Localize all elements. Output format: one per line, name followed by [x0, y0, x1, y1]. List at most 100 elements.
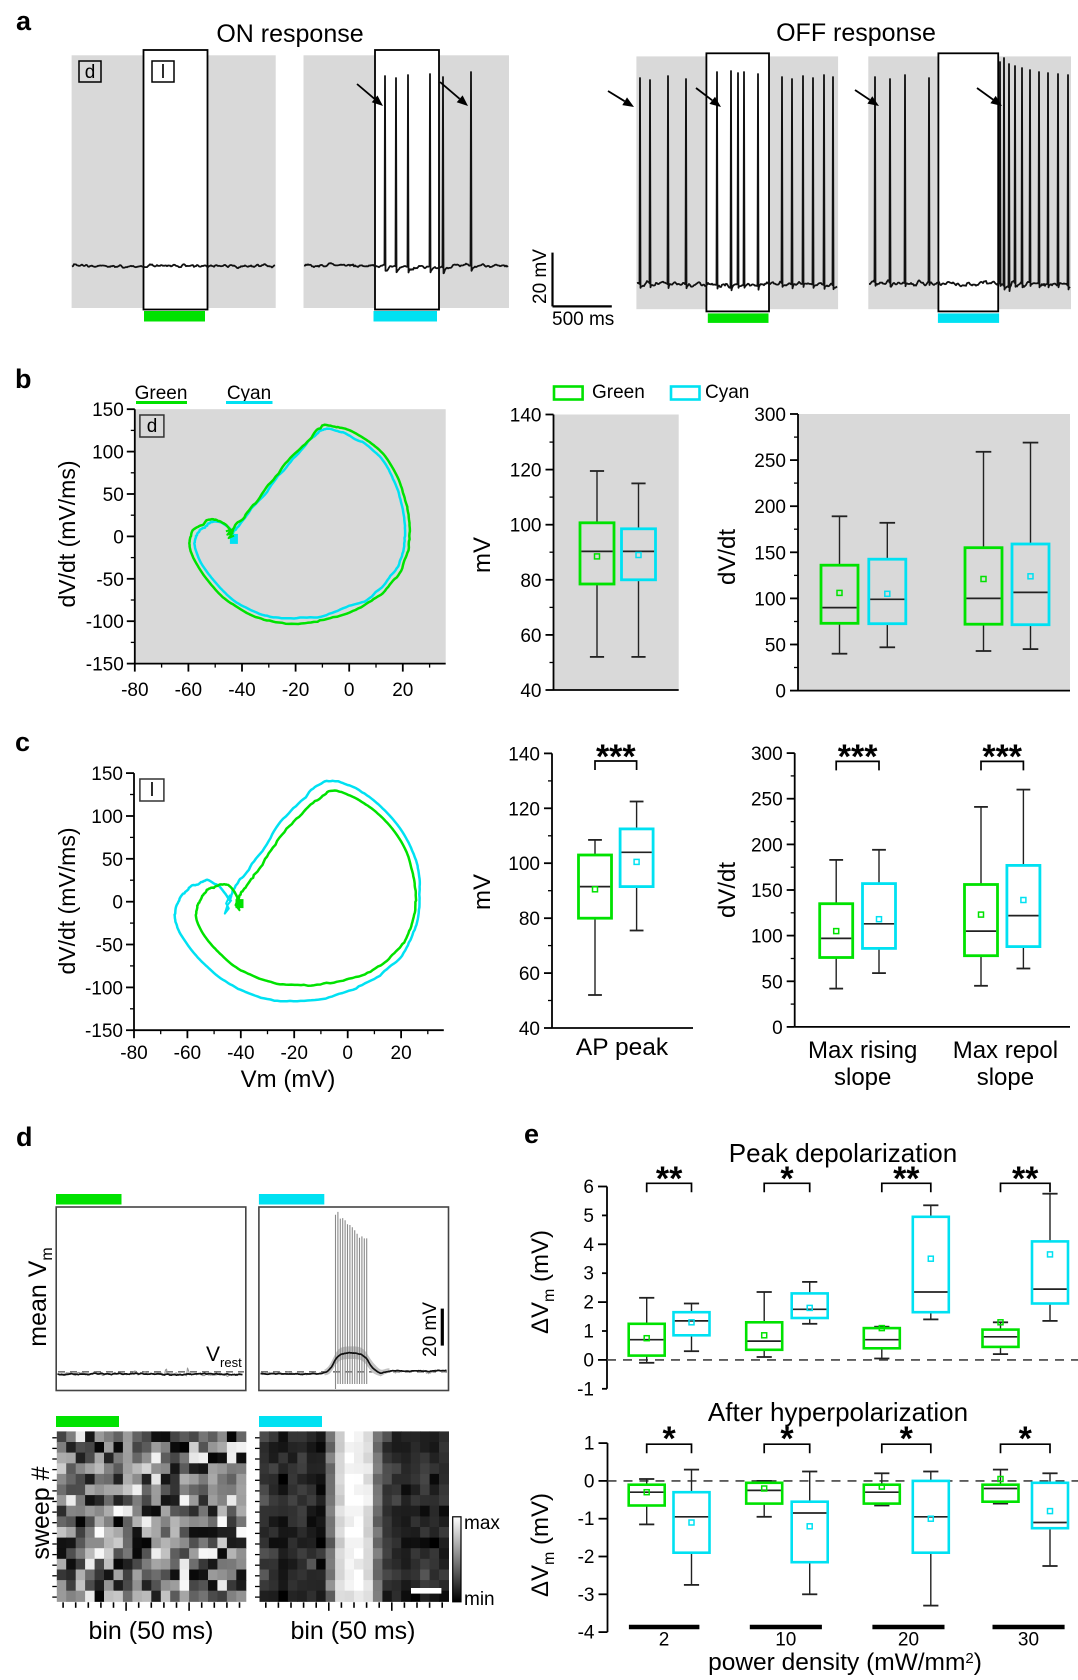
svg-text:-2: -2	[578, 1547, 595, 1568]
svg-text:120: 120	[508, 799, 540, 820]
svg-text:-20: -20	[280, 1043, 307, 1064]
svg-text:dV/dt (mV/ms): dV/dt (mV/ms)	[54, 828, 80, 975]
svg-text:50: 50	[103, 485, 124, 506]
svg-text:100: 100	[92, 443, 124, 464]
svg-text:5: 5	[583, 1206, 594, 1227]
svg-text:2: 2	[659, 1630, 670, 1651]
svg-text:AP peak: AP peak	[576, 1034, 669, 1061]
svg-text:**: **	[656, 1160, 683, 1198]
svg-text:-150: -150	[85, 1021, 123, 1042]
svg-text:100: 100	[91, 807, 123, 828]
svg-text:ΔVm (mV): ΔVm (mV)	[527, 1230, 558, 1334]
svg-text:min: min	[464, 1589, 495, 1610]
svg-text:20 mV: 20 mV	[420, 1302, 441, 1357]
svg-text:200: 200	[751, 835, 783, 856]
svg-text:80: 80	[519, 909, 540, 930]
svg-text:100: 100	[751, 927, 783, 948]
svg-text:-1: -1	[577, 1379, 594, 1400]
svg-text:d: d	[147, 416, 158, 437]
svg-text:mV: mV	[469, 874, 496, 910]
svg-text:100: 100	[508, 854, 540, 875]
svg-text:100: 100	[754, 589, 786, 610]
svg-text:**: **	[1012, 1160, 1039, 1198]
svg-text:40: 40	[519, 1019, 540, 1040]
svg-text:20: 20	[392, 680, 413, 701]
svg-text:d: d	[85, 62, 96, 83]
svg-text:0: 0	[344, 680, 355, 701]
svg-text:-4: -4	[578, 1623, 595, 1644]
svg-text:**: **	[893, 1160, 920, 1198]
svg-text:150: 150	[92, 400, 124, 421]
svg-text:30: 30	[1018, 1630, 1039, 1651]
svg-text:150: 150	[91, 764, 123, 785]
svg-text:e: e	[524, 1119, 539, 1149]
svg-text:mean Vm: mean Vm	[24, 1247, 56, 1347]
svg-text:Peak depolarization: Peak depolarization	[729, 1138, 957, 1168]
svg-text:dV/dt: dV/dt	[714, 529, 741, 585]
svg-text:*: *	[662, 1420, 676, 1458]
svg-text:6: 6	[583, 1177, 594, 1198]
svg-text:-60: -60	[175, 680, 202, 701]
svg-text:20: 20	[391, 1043, 412, 1064]
svg-text:dV/dt (mV/ms): dV/dt (mV/ms)	[54, 461, 80, 608]
svg-text:d: d	[16, 1122, 33, 1152]
svg-text:mV: mV	[469, 537, 496, 573]
svg-text:l: l	[161, 62, 165, 83]
svg-text:*: *	[780, 1420, 794, 1458]
svg-text:3: 3	[583, 1264, 594, 1285]
svg-text:Max rising: Max rising	[808, 1037, 917, 1064]
svg-text:-40: -40	[228, 680, 255, 701]
svg-text:2: 2	[583, 1293, 594, 1314]
svg-text:0: 0	[583, 1350, 594, 1371]
svg-text:0: 0	[772, 1018, 783, 1039]
svg-text:1: 1	[583, 1322, 594, 1343]
svg-text:***: ***	[596, 738, 636, 776]
svg-text:Cyan: Cyan	[705, 382, 749, 403]
svg-text:100: 100	[510, 516, 542, 537]
svg-text:ON response: ON response	[216, 20, 363, 48]
svg-text:1: 1	[584, 1434, 595, 1455]
svg-text:a: a	[16, 6, 32, 36]
svg-text:-100: -100	[85, 978, 123, 999]
svg-text:l: l	[150, 780, 154, 801]
svg-text:-40: -40	[227, 1043, 254, 1064]
svg-text:Green: Green	[135, 383, 188, 404]
svg-text:-60: -60	[174, 1043, 201, 1064]
svg-text:slope: slope	[834, 1064, 891, 1091]
svg-text:slope: slope	[977, 1064, 1034, 1091]
svg-text:Vm (mV): Vm (mV)	[241, 1066, 336, 1093]
svg-text:50: 50	[765, 636, 786, 657]
svg-text:40: 40	[520, 681, 541, 702]
svg-text:50: 50	[102, 850, 123, 871]
svg-text:-80: -80	[121, 680, 148, 701]
svg-text:max: max	[464, 1513, 500, 1534]
svg-text:***: ***	[982, 738, 1022, 776]
svg-text:500 ms: 500 ms	[552, 309, 614, 330]
svg-text:-20: -20	[282, 680, 309, 701]
svg-text:Max repol: Max repol	[953, 1037, 1058, 1064]
svg-text:*: *	[780, 1160, 794, 1198]
svg-text:power density (mW/mm2): power density (mW/mm2)	[708, 1649, 982, 1675]
svg-text:OFF response: OFF response	[776, 19, 936, 47]
svg-text:*: *	[1019, 1420, 1033, 1458]
svg-text:***: ***	[838, 738, 878, 776]
svg-text:300: 300	[751, 744, 783, 765]
svg-text:250: 250	[751, 790, 783, 811]
svg-text:140: 140	[510, 406, 542, 427]
svg-text:20: 20	[898, 1630, 919, 1651]
svg-text:80: 80	[520, 571, 541, 592]
svg-text:sweep #: sweep #	[27, 1466, 55, 1559]
svg-text:*: *	[900, 1420, 914, 1458]
svg-text:Cyan: Cyan	[227, 383, 271, 404]
svg-text:60: 60	[519, 964, 540, 985]
svg-text:-100: -100	[86, 612, 124, 633]
svg-text:b: b	[15, 364, 32, 394]
svg-text:-50: -50	[96, 936, 123, 957]
svg-text:60: 60	[520, 626, 541, 647]
svg-text:150: 150	[754, 543, 786, 564]
svg-text:-80: -80	[120, 1043, 147, 1064]
svg-text:dV/dt: dV/dt	[714, 862, 741, 918]
svg-text:200: 200	[754, 497, 786, 518]
svg-text:0: 0	[112, 893, 123, 914]
svg-text:bin (50 ms): bin (50 ms)	[88, 1617, 213, 1645]
